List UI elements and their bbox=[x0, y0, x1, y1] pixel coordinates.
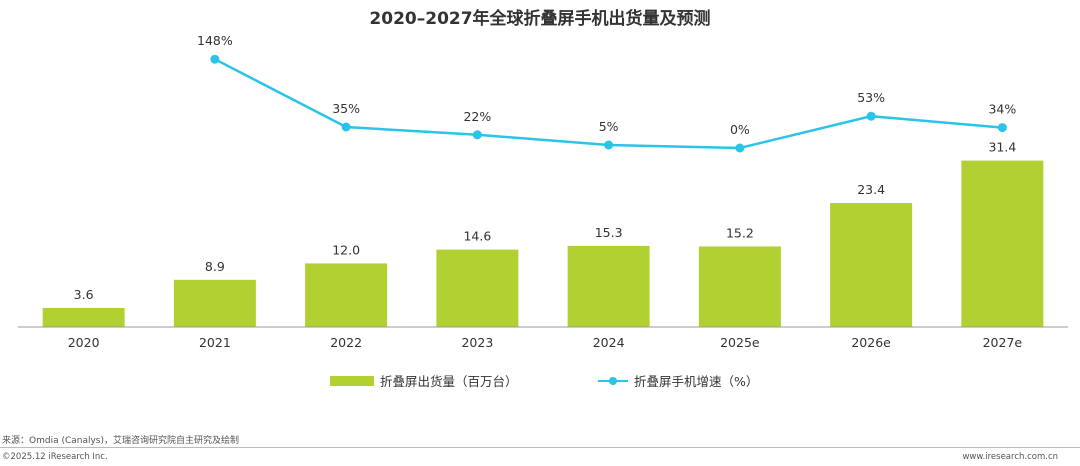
bar-value-labels: 3.6 8.9 12.0 14.6 15.3 15.2 23.4 31.4 bbox=[74, 140, 1017, 302]
bar-2021 bbox=[173, 279, 256, 327]
website-link[interactable]: www.iresearch.com.cn bbox=[962, 452, 1058, 462]
x-tick-2025e: 2025e bbox=[720, 335, 760, 350]
bar-2020 bbox=[42, 307, 125, 327]
legend: 折叠屏出货量（百万台） 折叠屏手机增速（%） bbox=[0, 371, 1080, 391]
growth-label-2027e: 34% bbox=[988, 102, 1016, 117]
footer-divider bbox=[0, 447, 1080, 448]
legend-item-shipments: 折叠屏出货量（百万台） bbox=[330, 371, 518, 390]
bar-2022 bbox=[305, 263, 388, 327]
growth-label-2026e: 53% bbox=[857, 90, 885, 105]
legend-line-swatch bbox=[598, 376, 628, 386]
bar-label-2025e: 15.2 bbox=[726, 225, 754, 240]
x-tick-2027e: 2027e bbox=[983, 335, 1023, 350]
growth-label-2024: 5% bbox=[599, 119, 619, 134]
bar-series bbox=[42, 160, 1044, 327]
growth-label-2022: 35% bbox=[332, 101, 360, 116]
growth-label-2025e: 0% bbox=[730, 122, 750, 137]
growth-point-2026e bbox=[866, 111, 876, 121]
bar-2023 bbox=[436, 249, 519, 327]
bar-label-2024: 15.3 bbox=[595, 225, 623, 240]
x-tick-2022: 2022 bbox=[330, 335, 362, 350]
bar-2025e bbox=[698, 246, 781, 327]
bar-label-2021: 8.9 bbox=[205, 259, 225, 274]
copyright: ©2025.12 iResearch Inc. bbox=[2, 452, 108, 462]
legend-label-growth: 折叠屏手机增速（%） bbox=[634, 374, 759, 389]
x-tick-2024: 2024 bbox=[593, 335, 625, 350]
source-note: 来源：Omdia (Canalys)，艾瑞咨询研究院自主研究及绘制 bbox=[2, 436, 239, 446]
x-axis-tick-labels: 2020 2021 2022 2023 2024 2025e 2026e 2027e bbox=[68, 335, 1023, 350]
growth-point-2021 bbox=[210, 54, 220, 64]
legend-label-shipments: 折叠屏出货量（百万台） bbox=[380, 374, 518, 389]
legend-bar-swatch bbox=[330, 375, 374, 386]
bar-2026e bbox=[830, 202, 913, 327]
growth-point-2022 bbox=[341, 122, 351, 132]
growth-label-2023: 22% bbox=[463, 109, 491, 124]
growth-point-2023 bbox=[472, 130, 482, 140]
x-tick-2021: 2021 bbox=[199, 335, 231, 350]
bar-2027e bbox=[961, 160, 1044, 327]
growth-point-2027e bbox=[997, 123, 1007, 133]
x-tick-2026e: 2026e bbox=[851, 335, 891, 350]
x-tick-2020: 2020 bbox=[68, 335, 100, 350]
growth-point-2025e bbox=[735, 143, 745, 153]
growth-points bbox=[210, 54, 1007, 153]
growth-label-2021: 148% bbox=[197, 33, 233, 48]
bar-label-2020: 3.6 bbox=[74, 287, 94, 302]
bar-label-2026e: 23.4 bbox=[857, 182, 885, 197]
bar-label-2022: 12.0 bbox=[332, 242, 360, 257]
growth-value-labels: 148% 35% 22% 5% 0% 53% 34% bbox=[197, 33, 1016, 137]
bar-2024 bbox=[567, 245, 650, 327]
growth-point-2024 bbox=[604, 140, 614, 150]
x-tick-2023: 2023 bbox=[461, 335, 493, 350]
legend-item-growth: 折叠屏手机增速（%） bbox=[598, 371, 758, 390]
chart-title: 2020–2027年全球折叠屏手机出货量及预测 bbox=[369, 9, 711, 29]
bar-label-2027e: 31.4 bbox=[988, 140, 1016, 155]
bar-label-2023: 14.6 bbox=[463, 229, 491, 244]
